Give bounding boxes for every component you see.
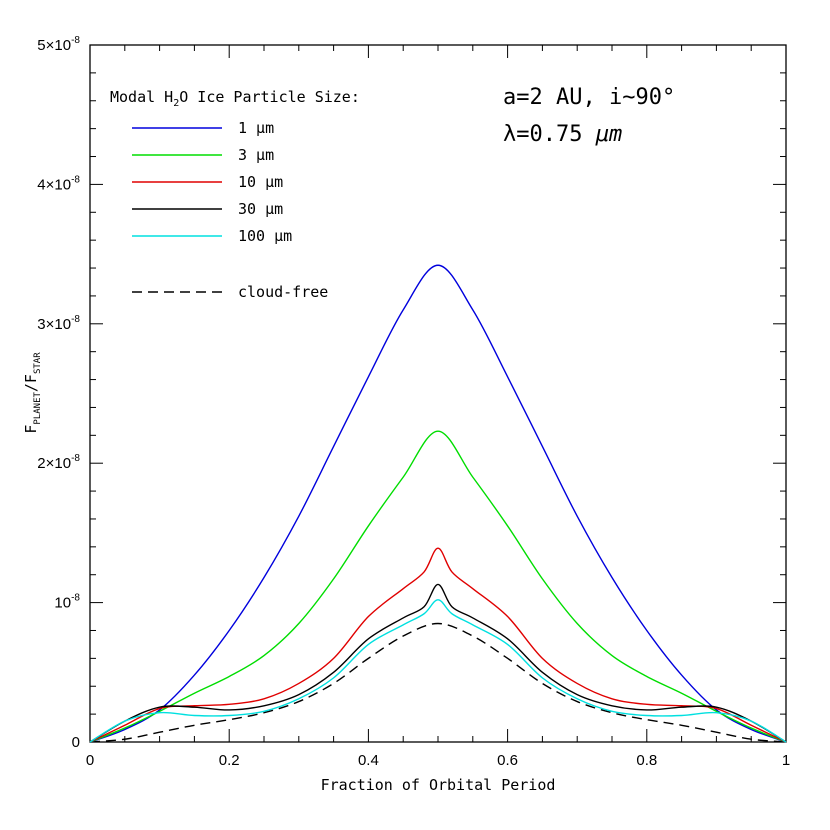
legend-title: Modal H2O Ice Particle Size: (110, 88, 360, 109)
legend-item-3-m: 3 μm (132, 146, 274, 164)
x-tick-label: 1 (782, 752, 790, 769)
series-line-3-m (89, 430, 787, 743)
y-label-sub1: PLANET (33, 392, 43, 425)
x-tick-labels: 0 0.2 0.4 0.6 0.8 1 (86, 752, 790, 769)
plot-frame-rect (89, 44, 787, 743)
y-label-main1: F (22, 425, 40, 434)
legend-label: 100 μm (238, 227, 292, 245)
legend: Modal H2O Ice Particle Size: 1 μm 3 μm 10 … (110, 88, 360, 301)
y-tick-mantissa: 10 (54, 595, 71, 612)
series-line-30-m (89, 583, 787, 743)
annotation-orbit: a=2 AU, i~90° (503, 85, 675, 110)
y-tick-label: 0 (72, 734, 80, 751)
y-axis-label: FPLANET/FSTAR (22, 352, 43, 434)
x-tick-label: 0.2 (219, 752, 240, 769)
y-tick-mantissa: 4×10 (37, 176, 71, 193)
y-tick-label: 10-8 (54, 593, 80, 612)
legend-item-100-m: 100 μm (132, 227, 292, 245)
legend-label: cloud-free (238, 283, 328, 301)
legend-label: 10 μm (238, 173, 283, 191)
y-tick-exponent: -8 (71, 314, 80, 325)
annotation-wavelength-value: λ=0.75 (503, 122, 596, 147)
series-lines (89, 264, 787, 743)
legend-item-10-m: 10 μm (132, 173, 283, 191)
y-tick-mantissa: 5×10 (37, 37, 71, 54)
y-label-main2: F (22, 374, 40, 383)
legend-label: 3 μm (238, 146, 274, 164)
y-label-slash: / (22, 383, 40, 392)
y-tick-mantissa: 0 (72, 734, 80, 751)
y-tick-mantissa: 2×10 (37, 455, 71, 472)
y-tick-label: 2×10-8 (37, 453, 80, 472)
legend-label: 1 μm (238, 119, 274, 137)
y-tick-mantissa: 3×10 (37, 316, 71, 333)
y-tick-label: 3×10-8 (37, 314, 80, 333)
annotation-wavelength: λ=0.75 μm (503, 122, 622, 147)
y-tick-label: 5×10-8 (37, 35, 80, 54)
x-tick-label: 0 (86, 752, 94, 769)
legend-title-sub: 2 (173, 98, 179, 109)
legend-title-pre: Modal H (110, 88, 173, 106)
legend-item-1-m: 1 μm (132, 119, 274, 137)
series-line-cloud-free (89, 622, 787, 743)
series-line-100-m (89, 599, 787, 743)
axis-ticks (89, 44, 787, 743)
y-tick-exponent: -8 (71, 174, 80, 185)
annotations: a=2 AU, i~90° λ=0.75 μm (503, 85, 675, 147)
y-tick-labels: 010-82×10-83×10-84×10-85×10-8 (37, 35, 80, 751)
annotation-wavelength-unit: μm (595, 122, 623, 147)
series-line-10-m (89, 547, 787, 743)
plot-frame (89, 44, 787, 743)
legend-label: 30 μm (238, 200, 283, 218)
series-line-1-m (89, 264, 787, 743)
legend-item-30-m: 30 μm (132, 200, 283, 218)
legend-item-cloud-free: cloud-free (132, 283, 328, 301)
x-tick-label: 0.6 (497, 752, 518, 769)
y-label-sub2: STAR (33, 352, 43, 374)
x-tick-label: 0.8 (636, 752, 657, 769)
legend-items: 1 μm 3 μm 10 μm 30 μm 100 μm cloud-free (132, 119, 328, 301)
y-tick-exponent: -8 (71, 593, 80, 604)
legend-title-post: O Ice Particle Size: (179, 88, 360, 106)
y-tick-exponent: -8 (71, 453, 80, 464)
x-axis-label: Fraction of Orbital Period (321, 776, 556, 794)
y-axis-label-text: FPLANET/FSTAR (22, 352, 43, 434)
x-tick-label: 0.4 (358, 752, 379, 769)
y-tick-exponent: -8 (71, 35, 80, 46)
y-tick-label: 4×10-8 (37, 174, 80, 193)
